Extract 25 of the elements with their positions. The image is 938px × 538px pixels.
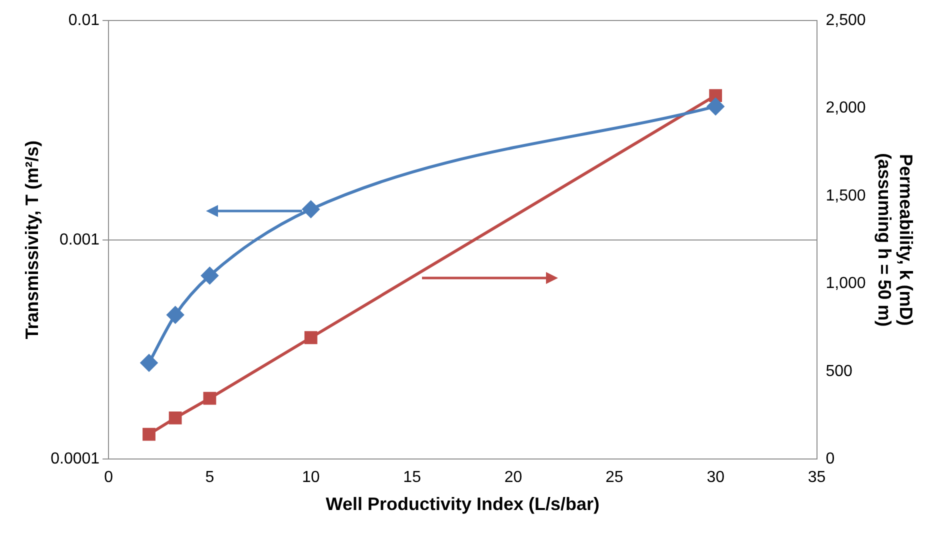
x-tick-label: 10 [302, 469, 320, 486]
x-tick-label: 20 [504, 469, 522, 486]
x-tick-label: 30 [706, 469, 725, 486]
x-tick-label: 25 [606, 469, 624, 486]
y-tick-label: 0.0001 [50, 450, 100, 468]
y2-tick-label: 0 [826, 450, 835, 468]
x-tick-label: 0 [104, 469, 114, 486]
y2-tick-label: 1,000 [826, 275, 866, 292]
y-axis-title: Transmissivity, T (m²/s) [22, 140, 42, 340]
x-tick-label: 15 [403, 469, 422, 486]
point [166, 306, 184, 324]
x-tick-label: 5 [205, 469, 214, 486]
y2-tick-label: 2,000 [826, 100, 866, 117]
point [302, 200, 320, 218]
y2-tick-label: 500 [826, 362, 853, 380]
x-tick-label: 35 [808, 469, 826, 486]
point [140, 354, 158, 372]
y2-axis-title: Permeability, k (mD) (assuming h = 50 m) [874, 153, 916, 327]
point [707, 98, 724, 115]
x-axis-title: Well Productivity Index (L/s/bar) [326, 494, 600, 514]
y2-tick-label: 1,500 [826, 187, 866, 204]
y-tick-label: 0.01 [68, 12, 100, 30]
point [201, 267, 218, 284]
y2-tick-label: 2,500 [826, 12, 866, 30]
y-tick-label: 0.001 [59, 231, 100, 248]
